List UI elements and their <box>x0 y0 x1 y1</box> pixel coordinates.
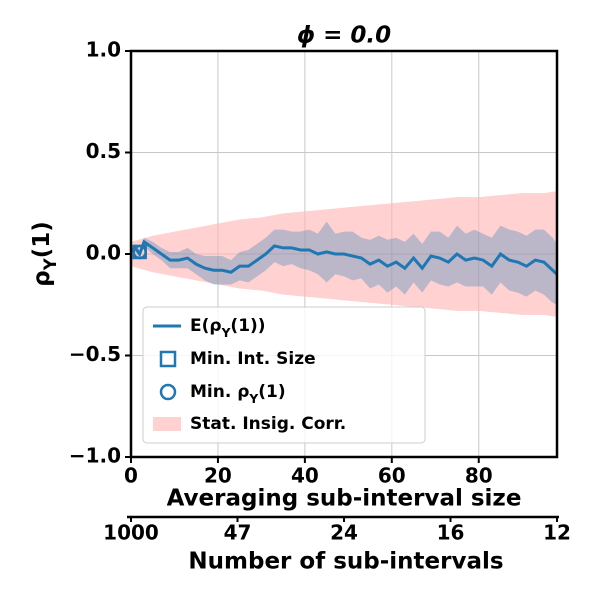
x-tick-label: 0 <box>124 464 138 488</box>
confidence-band <box>131 221 557 305</box>
x-tick-label: 20 <box>204 464 232 488</box>
y-tick-label: 1.0 <box>86 38 121 62</box>
x-axis-label: Averaging sub-interval size <box>167 486 522 512</box>
x2-tick-label: 1000 <box>103 521 159 545</box>
y-tick-label: 0.0 <box>86 241 121 265</box>
legend-label: Min. ρY(1) <box>190 382 286 406</box>
y-tick-label: −0.5 <box>69 342 121 366</box>
x-tick-label: 80 <box>465 464 493 488</box>
y-axis-label-part: (1) <box>29 221 55 258</box>
legend-label-part: Min. ρ <box>190 382 249 402</box>
legend-label-part: (1)) <box>230 316 265 336</box>
legend-patch <box>153 417 181 431</box>
legend-label-part: (1) <box>258 382 285 402</box>
x2-axis-label: Number of sub-intervals <box>188 549 503 575</box>
y-tick-label: 0.5 <box>86 139 121 163</box>
plot-frame <box>129 49 559 459</box>
x2-tick-label: 47 <box>224 521 252 545</box>
legend-label: E(ρY(1)) <box>190 316 266 340</box>
legend-label: Min. Int. Size <box>190 349 316 369</box>
legend-label: Stat. Insig. Corr. <box>190 414 346 434</box>
legend-square <box>159 350 177 368</box>
y-axis-label-part: ρ <box>29 270 55 286</box>
legend-box <box>142 306 426 444</box>
x-tick-label: 60 <box>378 464 406 488</box>
x-tick-label: 40 <box>291 464 319 488</box>
legend-label-part: Y <box>221 326 231 340</box>
chart-title: ϕ = 0.0 <box>297 23 391 49</box>
y-axis-label-part: Y <box>41 257 60 271</box>
legend-circle <box>159 383 177 401</box>
x2-tick-label: 12 <box>543 521 571 545</box>
legend-label-part: Y <box>248 392 258 406</box>
y-tick-label: −1.0 <box>69 444 121 468</box>
x2-tick-label: 16 <box>437 521 465 545</box>
legend-label-part: E(ρ <box>190 316 222 336</box>
min-int-marker <box>132 244 147 260</box>
x2-tick-label: 24 <box>330 521 358 545</box>
y-axis-label: ρY(1) <box>29 221 61 286</box>
mean-line <box>130 239 559 276</box>
